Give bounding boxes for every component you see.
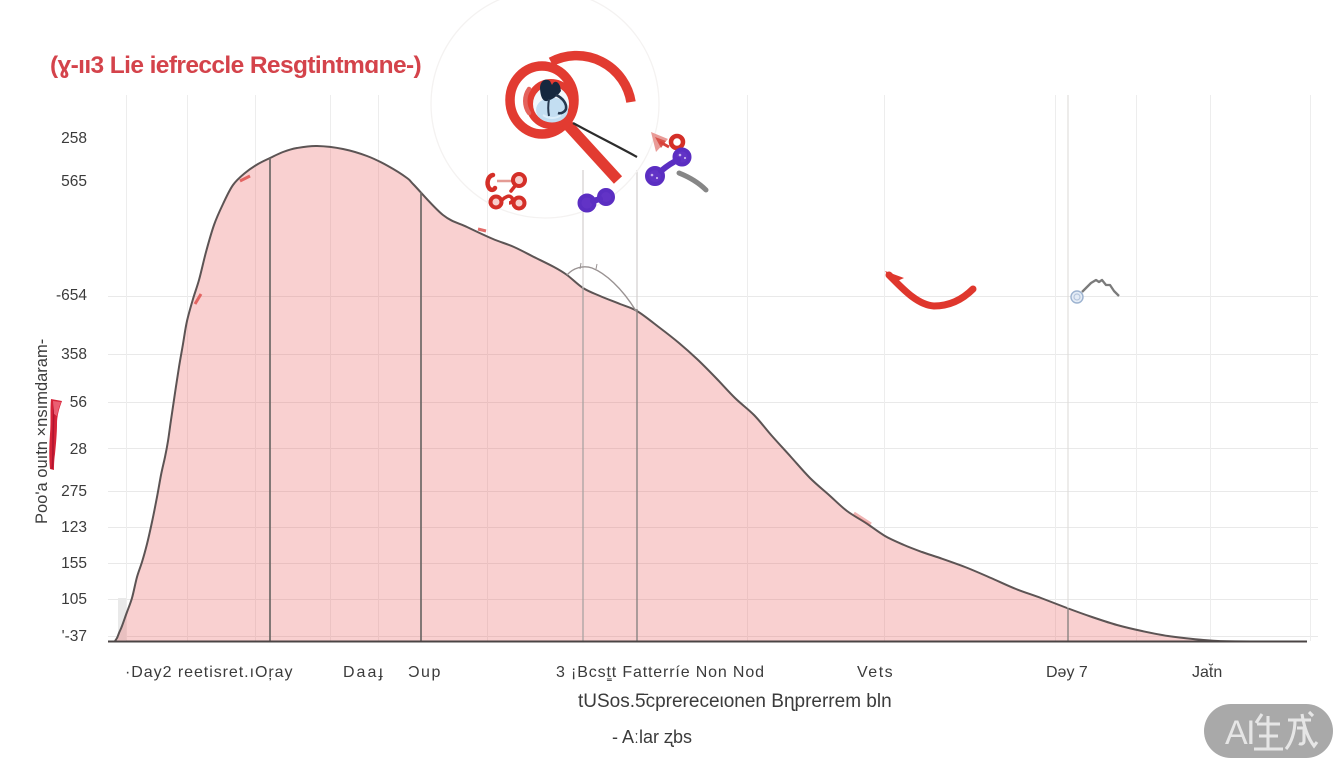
svg-text:AI: AI [1225,714,1254,752]
